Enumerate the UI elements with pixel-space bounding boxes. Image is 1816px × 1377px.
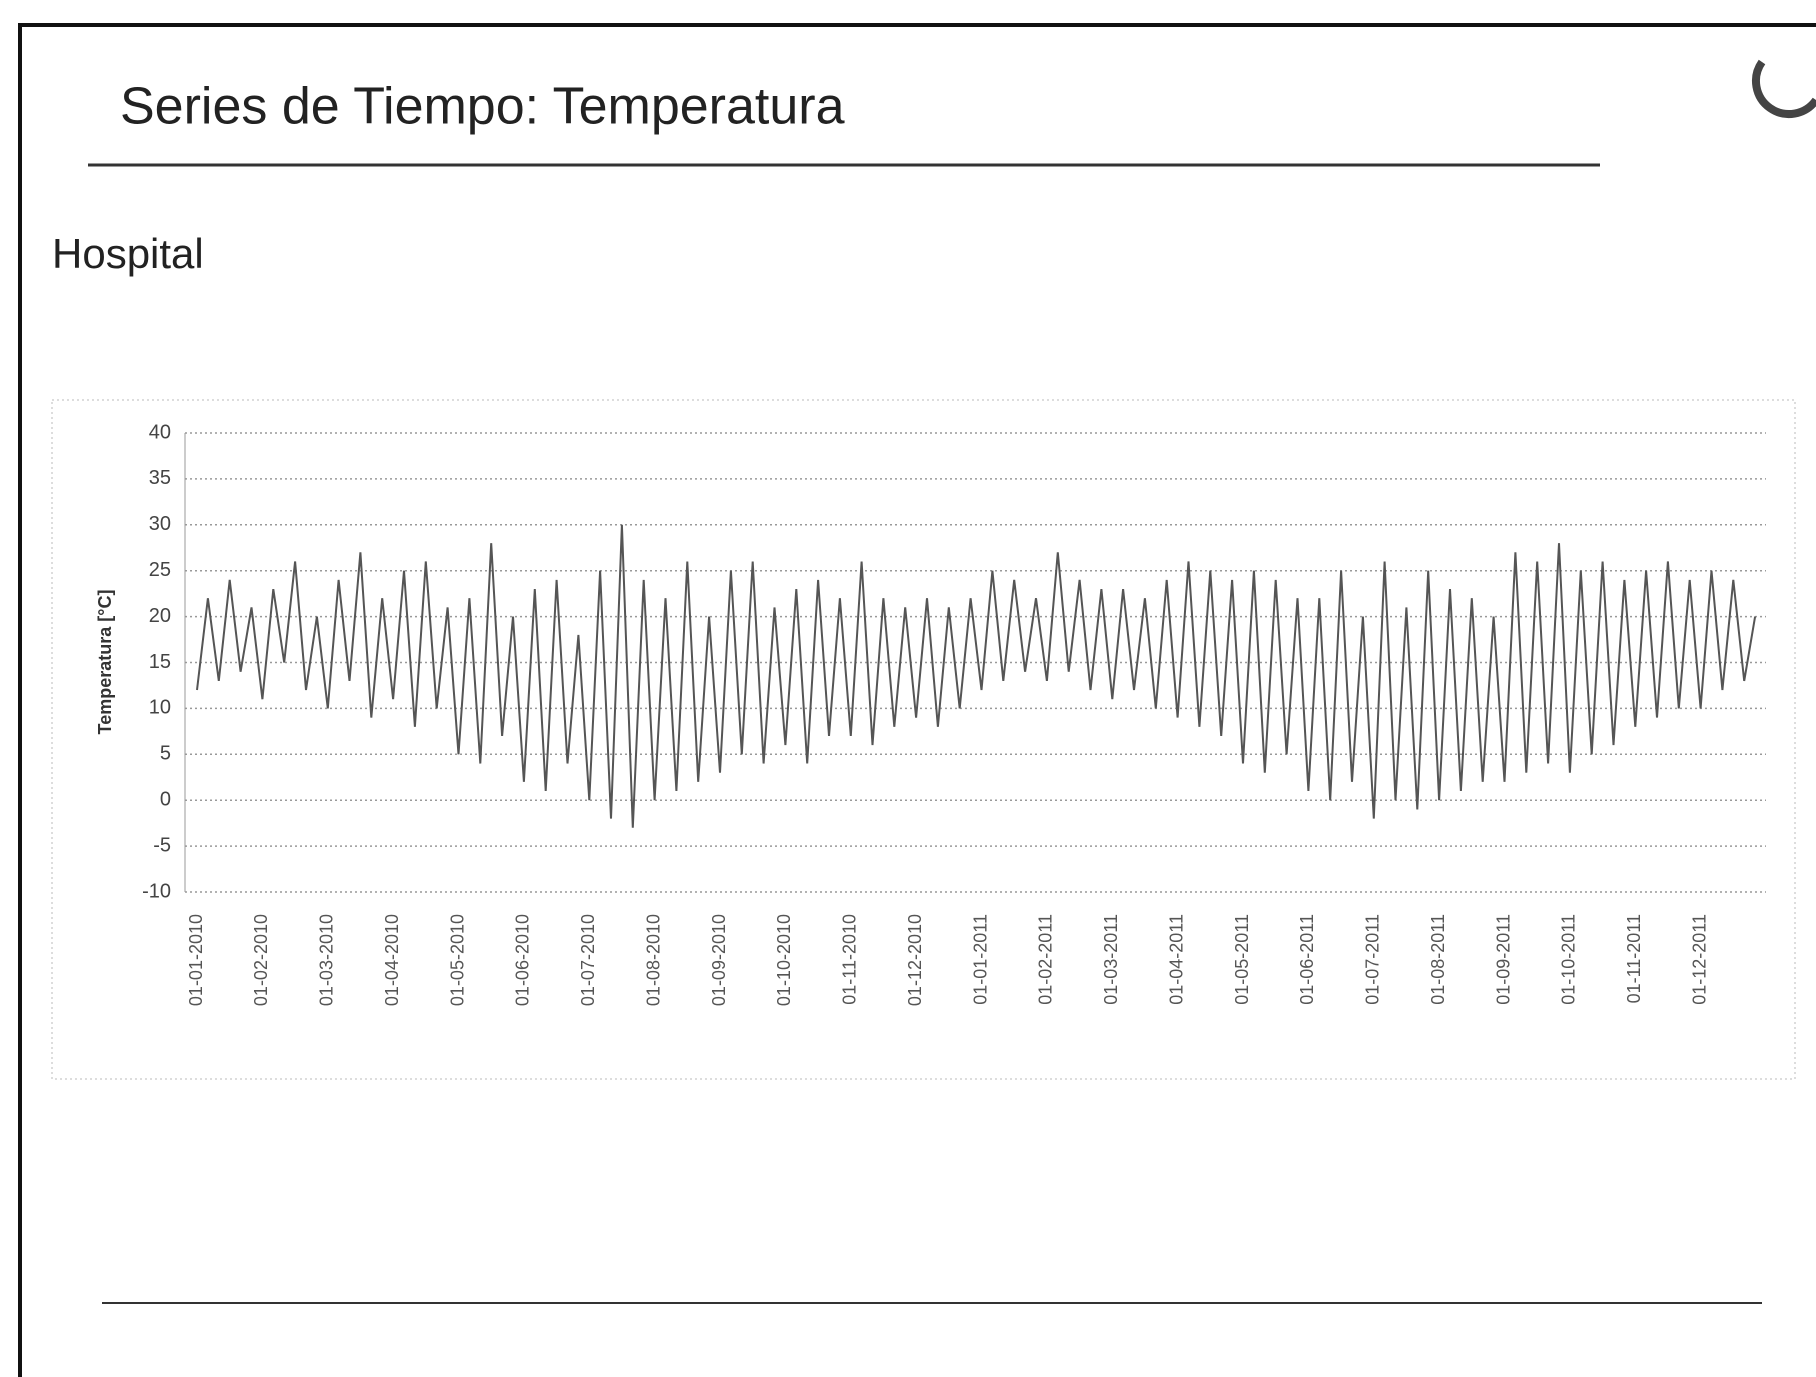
x-tick-label: 01-01-2011 bbox=[970, 914, 990, 1005]
y-tick-label: 30 bbox=[149, 513, 171, 535]
x-tick-label: 01-07-2010 bbox=[578, 914, 598, 1006]
y-tick-label: 5 bbox=[160, 743, 171, 765]
y-axis-label: Temperatura [°C] bbox=[95, 590, 115, 735]
x-tick-label: 01-09-2010 bbox=[709, 914, 729, 1006]
y-tick-label: 35 bbox=[149, 467, 171, 489]
x-tick-label: 01-10-2010 bbox=[774, 914, 794, 1006]
y-tick-label: 0 bbox=[160, 788, 171, 810]
x-tick-label: 01-05-2011 bbox=[1232, 914, 1252, 1005]
y-tick-label: -5 bbox=[153, 834, 171, 856]
x-tick-label: 01-09-2011 bbox=[1493, 914, 1513, 1005]
x-tick-label: 01-04-2011 bbox=[1166, 914, 1186, 1005]
subtitle: Hospital bbox=[52, 230, 204, 277]
y-tick-label: 15 bbox=[149, 651, 171, 673]
x-tick-label: 01-04-2010 bbox=[382, 914, 402, 1006]
x-tick-label: 01-02-2011 bbox=[1036, 914, 1056, 1005]
x-tick-label: 01-06-2011 bbox=[1297, 914, 1317, 1005]
x-tick-label: 01-10-2011 bbox=[1559, 914, 1579, 1005]
chart-frame bbox=[51, 399, 1796, 1080]
x-tick-label: 01-03-2010 bbox=[317, 914, 337, 1006]
y-tick-label: 20 bbox=[149, 605, 171, 627]
y-tick-label: 40 bbox=[149, 421, 171, 443]
y-tick-label: 10 bbox=[149, 697, 171, 719]
x-tick-label: 01-06-2010 bbox=[513, 914, 533, 1006]
y-tick-label: -10 bbox=[142, 880, 171, 902]
x-tick-label: 01-08-2010 bbox=[643, 914, 663, 1006]
logo bbox=[1752, 59, 1816, 118]
slide-title: Series de Tiempo: Temperatura bbox=[120, 78, 845, 136]
x-tick-label: 01-11-2011 bbox=[1624, 914, 1644, 1003]
x-tick-label: 01-11-2010 bbox=[840, 914, 860, 1005]
x-tick-label: 01-12-2011 bbox=[1689, 914, 1709, 1005]
y-tick-label: 25 bbox=[149, 559, 171, 581]
x-tick-label: 01-05-2010 bbox=[447, 914, 467, 1006]
x-tick-label: 01-08-2011 bbox=[1428, 914, 1448, 1005]
x-tick-label: 01-07-2011 bbox=[1363, 914, 1383, 1005]
x-tick-label: 01-01-2010 bbox=[186, 914, 206, 1006]
x-tick-label: 01-02-2010 bbox=[251, 914, 271, 1006]
x-tick-label: 01-12-2010 bbox=[905, 914, 925, 1006]
x-tick-label: 01-03-2011 bbox=[1101, 914, 1121, 1005]
temperature-line bbox=[196, 524, 1757, 828]
